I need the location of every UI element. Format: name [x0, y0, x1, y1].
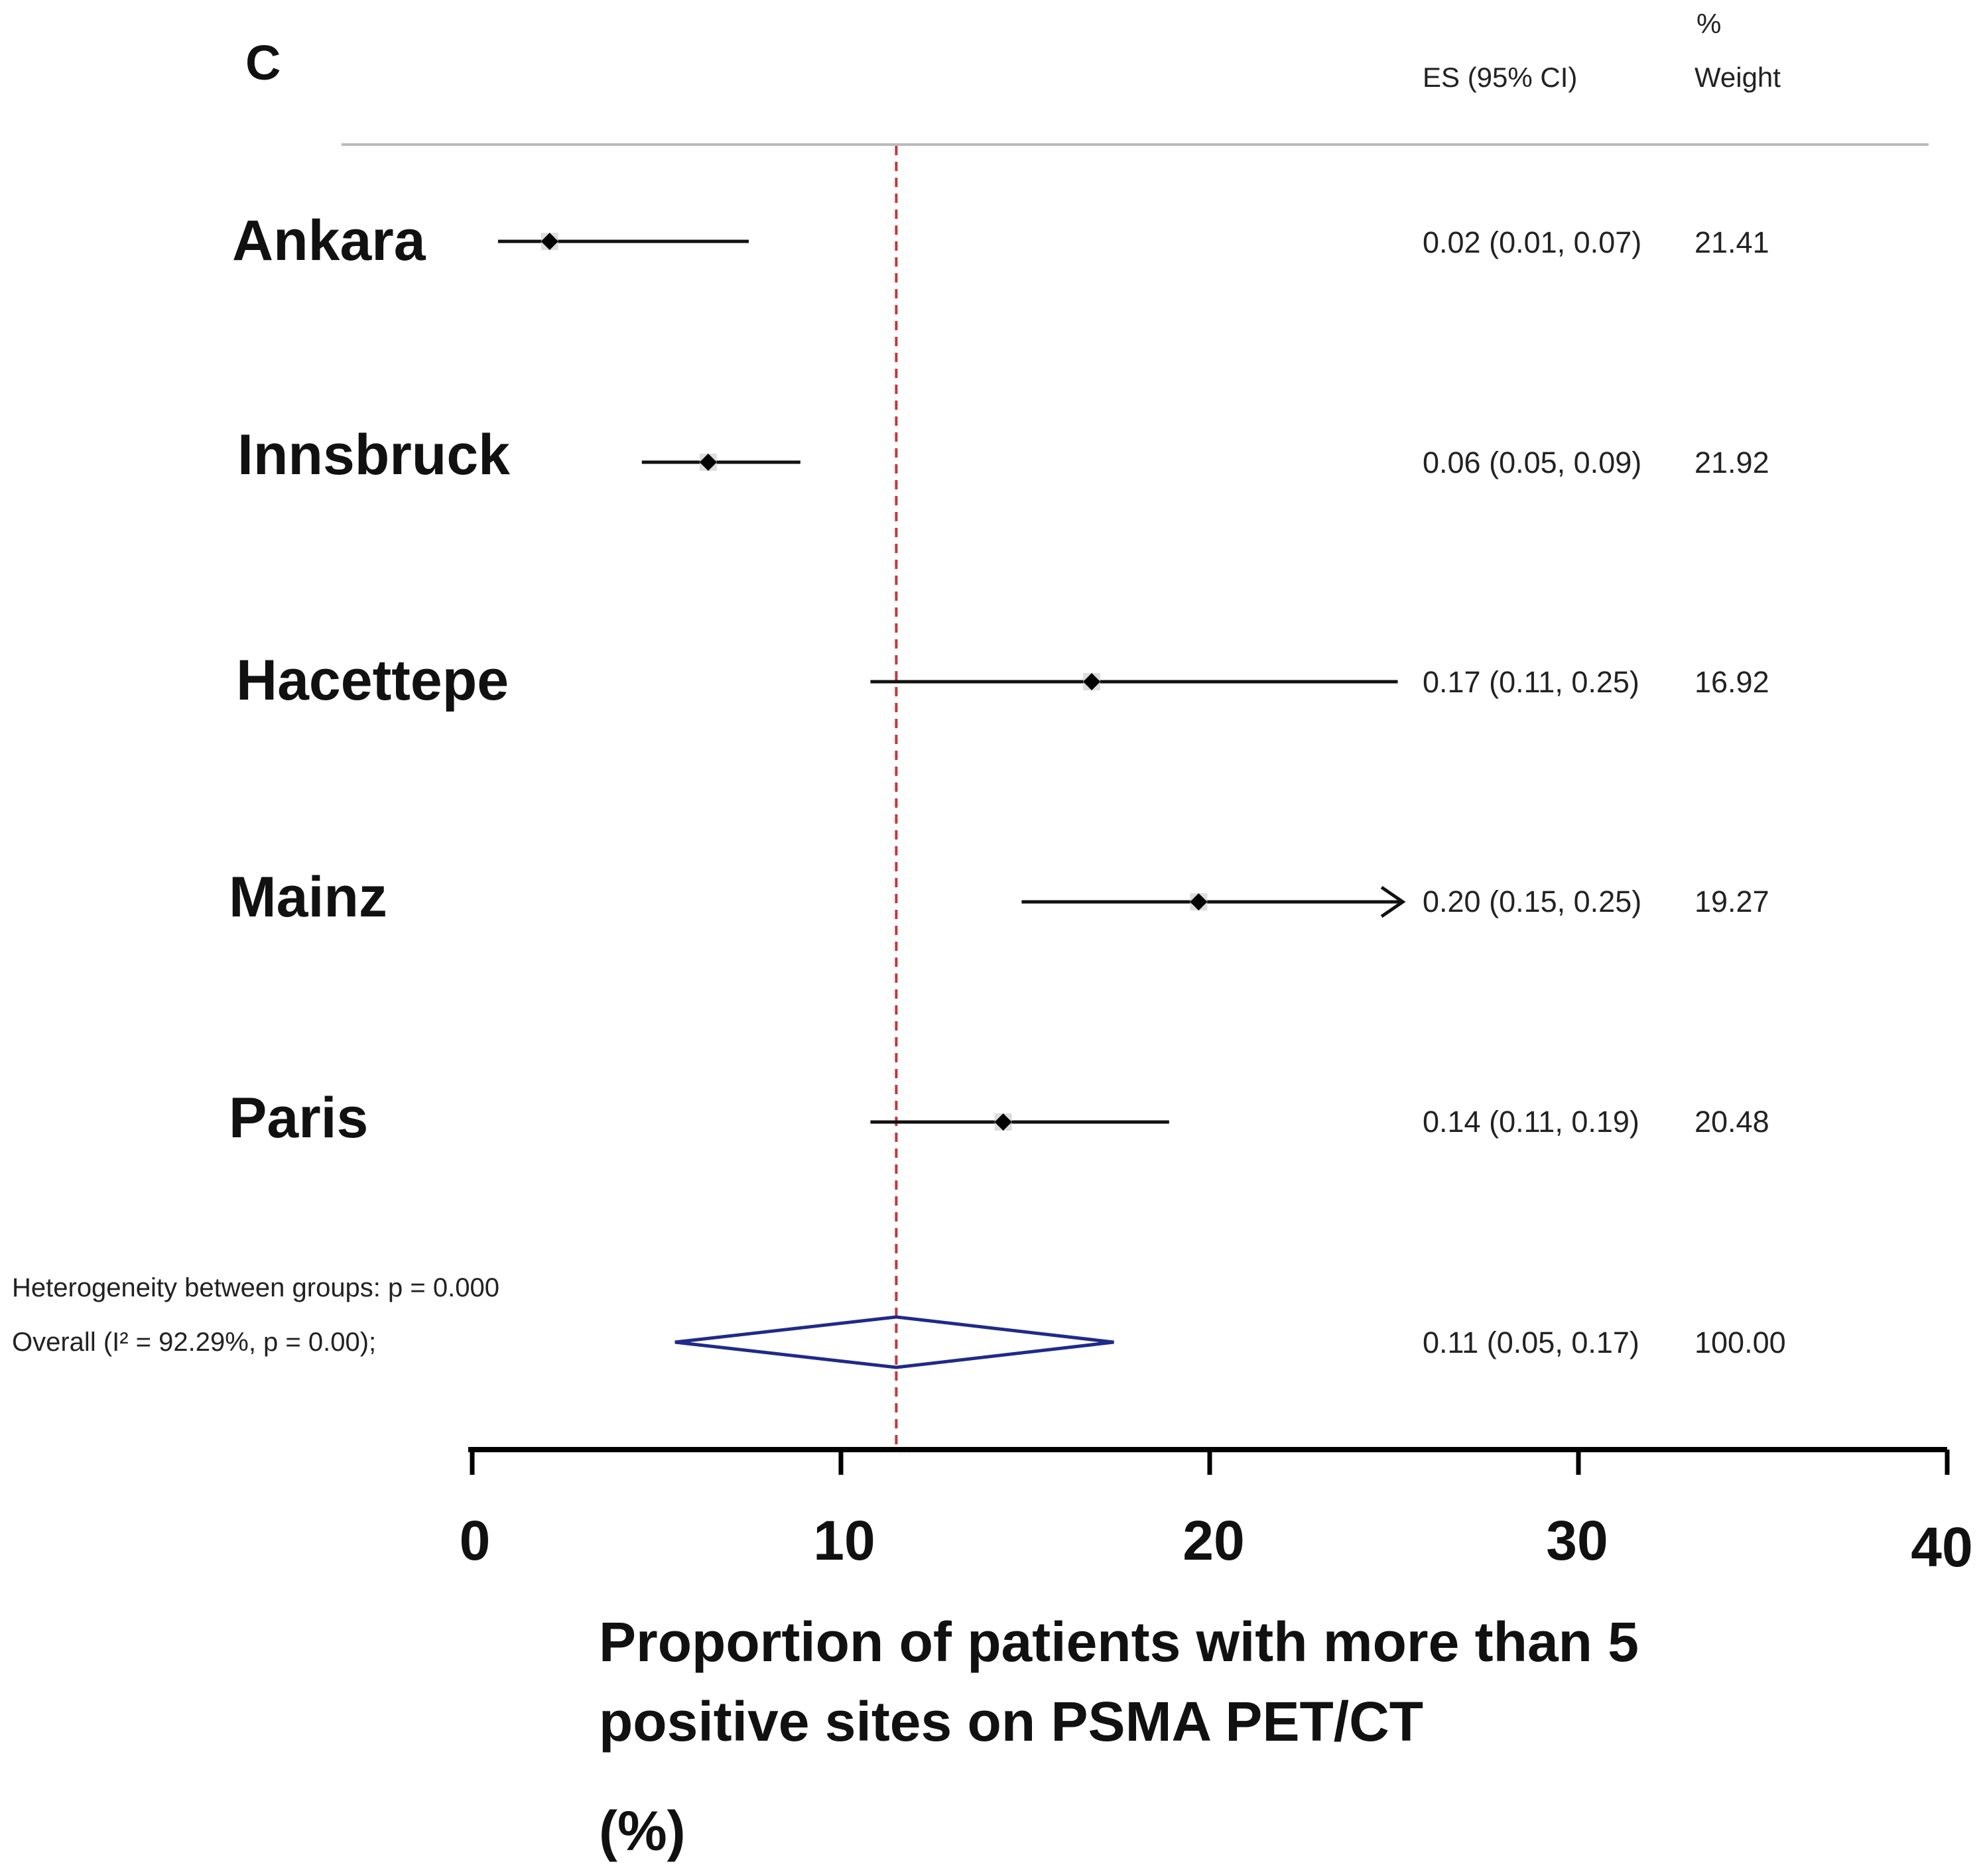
x-axis-label-line2: positive sites on PSMA PET/CT — [599, 1690, 1423, 1753]
weight-header: Weight — [1695, 62, 1781, 93]
study-point — [699, 454, 717, 471]
study-point — [1083, 673, 1101, 690]
overall-label: Overall (I² = 92.29%, p = 0.00); — [12, 1328, 376, 1357]
ci-arrow-head — [1380, 885, 1406, 918]
weight-header-percent: % — [1696, 8, 1721, 39]
study-es-text: 0.02 (0.01, 0.07) — [1423, 225, 1641, 259]
study-label: Hacettepe — [236, 649, 509, 712]
x-axis-label-line3: (%) — [599, 1800, 686, 1862]
x-tick-label: 30 — [1546, 1509, 1608, 1572]
heterogeneity-text: Heterogeneity between groups: p = 0.000 — [12, 1273, 499, 1302]
study-point — [994, 1113, 1012, 1131]
study-es-text: 0.14 (0.11, 0.19) — [1423, 1105, 1639, 1139]
study-weight: 21.92 — [1695, 446, 1769, 479]
plot-marks — [468, 146, 1950, 1475]
x-tick-label: 20 — [1183, 1509, 1244, 1572]
overall-weight: 100.00 — [1695, 1326, 1786, 1359]
x-tick-label: 0 — [460, 1509, 491, 1572]
overall-diamond — [674, 1315, 1114, 1369]
panel-label: C — [245, 35, 281, 90]
overall-es-text: 0.11 (0.05, 0.17) — [1423, 1326, 1639, 1359]
study-es-text: 0.06 (0.05, 0.09) — [1423, 446, 1641, 479]
study-weight: 20.48 — [1695, 1105, 1769, 1139]
study-label: Mainz — [229, 865, 387, 929]
study-weight: 21.41 — [1695, 225, 1769, 259]
study-weight: 16.92 — [1695, 665, 1769, 699]
study-label: Innsbruck — [237, 423, 510, 487]
study-es-text: 0.20 (0.15, 0.25) — [1423, 885, 1641, 918]
study-label: Paris — [229, 1086, 368, 1150]
study-weight: 19.27 — [1695, 885, 1769, 918]
x-axis-label-line1: Proportion of patients with more than 5 — [599, 1611, 1639, 1673]
study-es-text: 0.17 (0.11, 0.25) — [1423, 665, 1639, 699]
study-point — [541, 233, 558, 250]
study-point — [1190, 893, 1208, 910]
x-tick-label: 40 — [1911, 1516, 1972, 1578]
study-label: Ankara — [232, 209, 426, 273]
x-tick-label: 10 — [813, 1509, 875, 1572]
es-header: ES (95% CI) — [1423, 62, 1577, 93]
